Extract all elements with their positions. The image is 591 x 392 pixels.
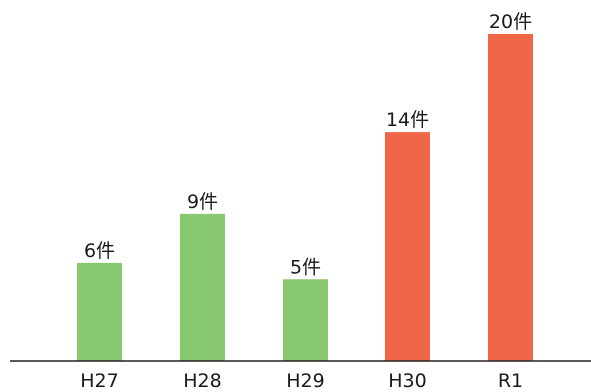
x-tick-label-r1: R1 (498, 370, 523, 392)
bar-h28 (180, 213, 225, 361)
data-label-h27: 6件 (84, 240, 115, 262)
data-label-h30: 14件 (386, 109, 429, 131)
bar-h27 (77, 262, 122, 361)
bar-h29 (283, 279, 328, 361)
data-labels-group: 6件 9件 5件 14件 20件 (84, 11, 532, 278)
bars-group (77, 34, 533, 361)
x-tick-label-h29: H29 (286, 370, 324, 392)
x-tick-labels-group: H27 H28 H29 H30 R1 (80, 370, 523, 392)
data-label-r1: 20件 (489, 11, 532, 33)
data-label-h29: 5件 (290, 256, 321, 278)
bar-r1 (488, 34, 533, 361)
x-tick-label-h28: H28 (183, 370, 221, 392)
data-label-h28: 9件 (187, 191, 218, 213)
x-tick-label-h30: H30 (388, 370, 426, 392)
bar-h30 (385, 132, 430, 361)
x-tick-label-h27: H27 (80, 370, 118, 392)
